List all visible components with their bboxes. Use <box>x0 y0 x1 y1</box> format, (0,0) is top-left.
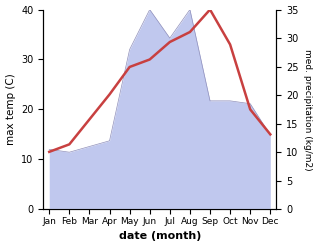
Y-axis label: max temp (C): max temp (C) <box>5 74 16 145</box>
X-axis label: date (month): date (month) <box>119 231 201 242</box>
Y-axis label: med. precipitation (kg/m2): med. precipitation (kg/m2) <box>303 49 313 170</box>
